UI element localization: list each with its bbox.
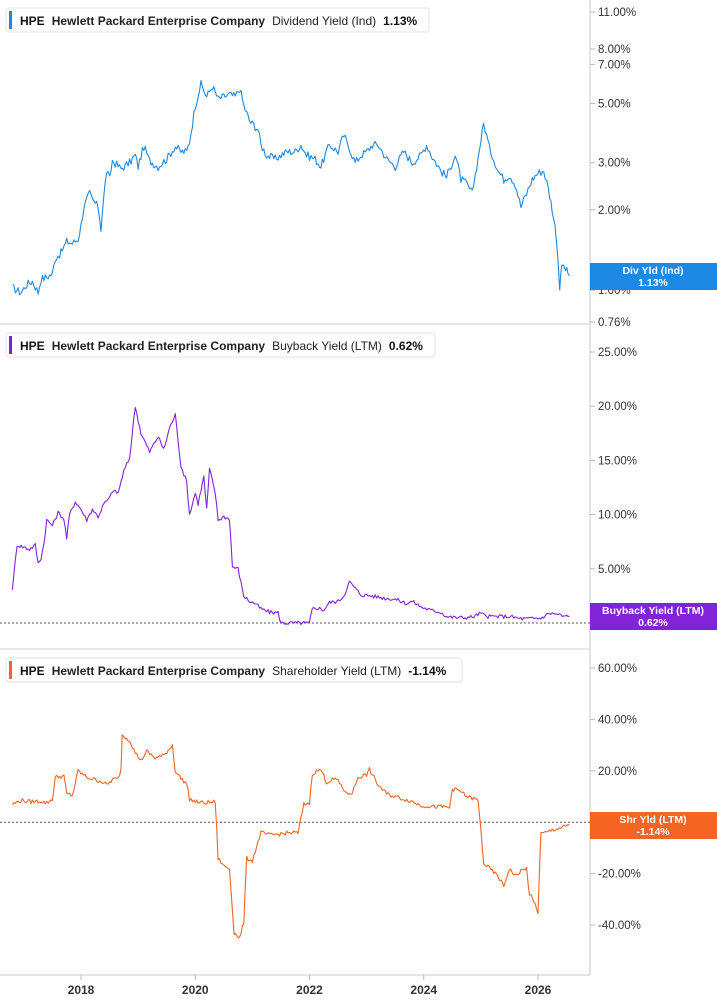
- legend-text: HPE Hewlett Packard Enterprise Company Sha…: [20, 664, 447, 678]
- legend-metric: Buyback Yield (LTM): [272, 339, 382, 353]
- panel-shareholder-yield: 60.00%40.00%20.00%0.0-20.00%-40.00% HPEH…: [0, 657, 717, 939]
- legend-value: -1.14%: [408, 664, 446, 678]
- legend-value: 0.62%: [389, 339, 423, 353]
- y-tick-label: 40.00%: [598, 714, 637, 726]
- legend-swatch: [9, 336, 12, 354]
- badge-label: Buyback Yield (LTM): [602, 605, 704, 617]
- legend-company: Hewlett Packard Enterprise Company: [52, 339, 266, 353]
- y-axis-ticks: 25.00% 20.00% 15.00% 10.00% 5.00%: [590, 347, 637, 576]
- y-tick-label: -40.00%: [598, 920, 641, 932]
- panel-buyback-yield: 25.00% 20.00% 15.00% 10.00% 5.00% HPE Hewlett…: [0, 332, 717, 630]
- y-tick-label: 20.00%: [598, 401, 637, 413]
- badge-background: [590, 603, 717, 630]
- legend-box: HPE Hewlett Packard Enterprise Company Sha…: [5, 657, 463, 683]
- legend-swatch: [9, 11, 12, 29]
- badge-value: 0.62%: [638, 617, 668, 629]
- x-tick-label: 2022: [296, 983, 323, 997]
- legend-company: Hewlett Packard Enterprise Company: [52, 664, 266, 678]
- y-tick-label: 5.00%: [598, 98, 631, 110]
- y-axis-ticks: 60.00%40.00%20.00%0.0-20.00%-40.00%: [590, 663, 641, 932]
- legend-background: [5, 7, 430, 33]
- legend-ticker: HPE: [20, 14, 45, 28]
- plot-area: [12, 79, 570, 296]
- y-tick-label: 8.00%: [598, 44, 631, 56]
- y-tick-label: 60.00%: [598, 663, 637, 675]
- y-tick-label: -20.00%: [598, 869, 641, 881]
- legend-ticker: HPE: [20, 664, 45, 678]
- value-badge: Div Yld (Ind) 1.13%: [590, 263, 717, 290]
- y-tick-label: 0.76%: [598, 317, 631, 329]
- series-line: [11, 734, 570, 939]
- y-tick-label: 15.00%: [598, 455, 637, 467]
- y-tick-label: 2.00%: [598, 205, 631, 217]
- y-tick-label: 10.00%: [598, 510, 637, 522]
- legend-swatch: [9, 661, 12, 679]
- series-line: [12, 79, 570, 296]
- legend-box: HPE Hewlett Packard Enterprise Company Div…: [5, 7, 430, 33]
- badge-value: 1.13%: [638, 277, 668, 289]
- x-axis: 2018 2020 2022 2024 2026: [68, 975, 552, 997]
- legend-metric: Dividend Yield (Ind): [272, 14, 376, 28]
- y-tick-label: 11.00%: [598, 7, 636, 19]
- badge-value: -1.14%: [636, 826, 670, 838]
- panel-dividend-yield: 11.00%8.00%7.00%5.00%3.00%2.00%1.00%0.76…: [5, 7, 717, 329]
- legend-background: [5, 657, 463, 683]
- y-axis-ticks: 11.00%8.00%7.00%5.00%3.00%2.00%1.00%0.76…: [590, 7, 636, 329]
- x-tick-label: 2020: [182, 983, 209, 997]
- series-line: [11, 406, 570, 626]
- x-tick-label: 2026: [525, 983, 552, 997]
- y-tick-label: 25.00%: [598, 347, 637, 359]
- value-badge: Buyback Yield (LTM) 0.62%: [590, 603, 717, 630]
- value-badge: Shr Yld (LTM) -1.14%: [590, 812, 717, 839]
- y-tick-label: 7.00%: [598, 59, 631, 71]
- x-tick-label: 2024: [410, 983, 437, 997]
- badge-background: [590, 812, 717, 839]
- badge-label: Shr Yld (LTM): [619, 814, 686, 826]
- legend-metric: Shareholder Yield (LTM): [272, 664, 401, 678]
- legend-background: [5, 332, 436, 358]
- x-tick-label: 2018: [68, 983, 95, 997]
- badge-label: Div Yld (Ind): [622, 265, 683, 277]
- badge-background: [590, 263, 717, 290]
- legend-value: 1.13%: [383, 14, 417, 28]
- legend-text: HPE Hewlett Packard Enterprise Company Buy…: [20, 339, 423, 353]
- legend-ticker: HPE: [20, 339, 45, 353]
- y-tick-label: 3.00%: [598, 158, 631, 170]
- legend-text: HPE Hewlett Packard Enterprise Company Div…: [20, 14, 418, 28]
- y-tick-label: 20.00%: [598, 766, 637, 778]
- legend-box: HPE Hewlett Packard Enterprise Company Buy…: [5, 332, 436, 358]
- legend-company: Hewlett Packard Enterprise Company: [52, 14, 266, 28]
- y-tick-label: 5.00%: [598, 564, 631, 576]
